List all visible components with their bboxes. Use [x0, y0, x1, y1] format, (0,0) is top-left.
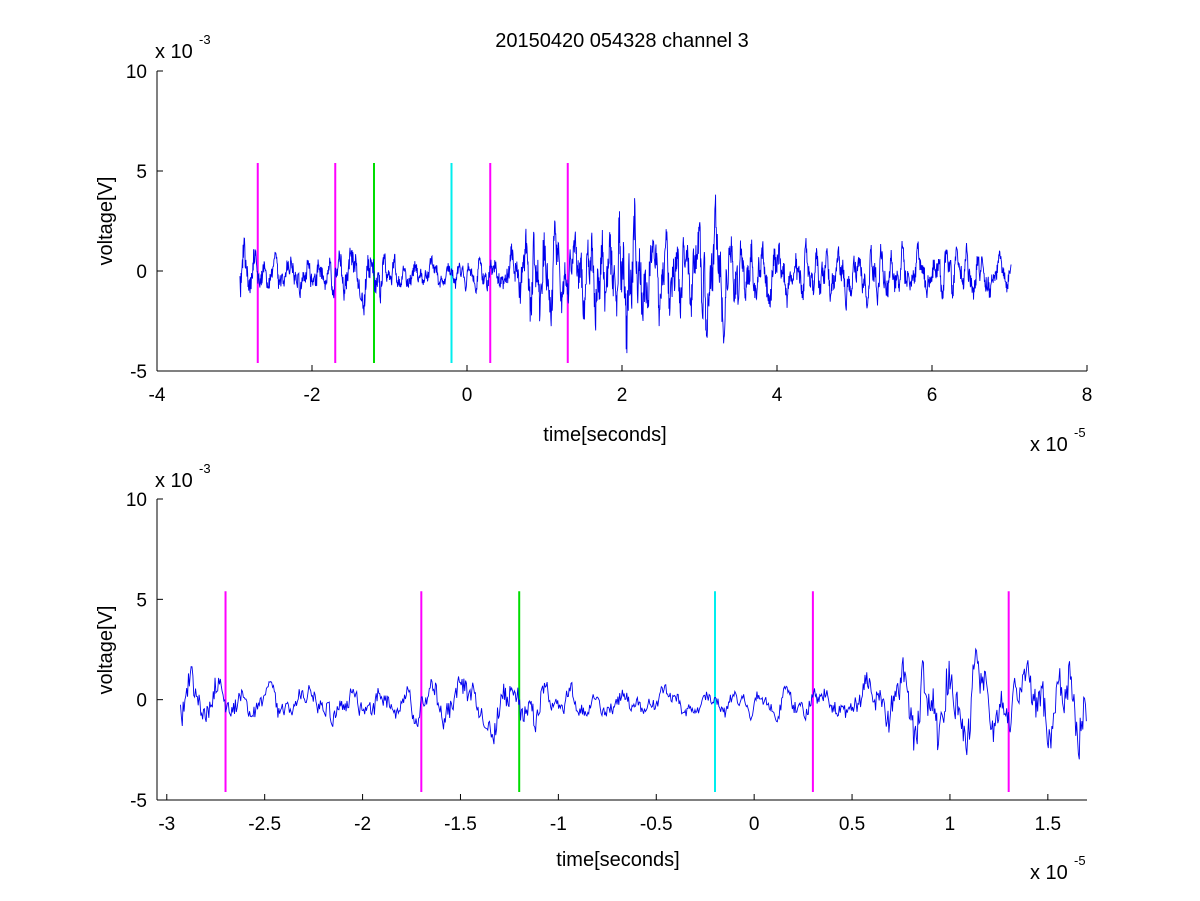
bottom-plot-x-tick-label: -2.5 [248, 814, 281, 835]
bottom-plot-area [157, 499, 1087, 800]
top-plot-y-tick-label: 5 [136, 162, 147, 183]
top-plot-area [157, 71, 1087, 371]
top-plot-title: 20150420 054328 channel 3 [495, 30, 749, 52]
top-plot-y-tick-label: 10 [126, 62, 147, 83]
top-plot-y-tick-label: -5 [130, 362, 147, 383]
top-plot-x-tick-label: 0 [462, 385, 473, 406]
bottom-plot-axis-box [156, 499, 1087, 801]
top-plot-y-axis-label: voltage[V] [95, 177, 117, 266]
bottom-plot-x-tick-label: 0 [749, 814, 760, 835]
top-plot-x-tick-label: -2 [304, 385, 321, 406]
top-plot-x-axis-label: time[seconds] [543, 424, 666, 446]
top-plot-x-tick-label: -4 [149, 385, 166, 406]
bottom-plot-x-tick-label: -1 [550, 814, 567, 835]
top-plot-x-tick-label: 6 [927, 385, 938, 406]
bottom-plot-x-exponent: -5 [1074, 853, 1086, 868]
top-plot: 20150420 054328 channel 3 -4 -2 0 2 4 6 8 -5 0 5 1… [95, 30, 1092, 456]
top-plot-axis-box [156, 71, 1088, 372]
top-plot-x-tick-label: 2 [617, 385, 628, 406]
bottom-plot-markers [224, 591, 1010, 792]
bottom-plot: -3 -2.5 -2 -1.5 -1 -0.5 0 0.5 1 1.5 -5 0 5 10 time[se… [95, 461, 1087, 884]
bottom-plot-y-tick-label: 5 [136, 590, 147, 611]
bottom-plot-y-tick-label: 0 [136, 691, 147, 712]
bottom-plot-ticks: -3 -2.5 -2 -1.5 -1 -0.5 0 0.5 1 1.5 -5 0 5 10 [126, 490, 1061, 835]
top-plot-y-multiplier: x 10 [155, 41, 193, 63]
top-plot-signal-line [239, 194, 1012, 354]
bottom-plot-x-tick-label: -3 [158, 814, 175, 835]
bottom-plot-x-tick-label: -2 [354, 814, 371, 835]
bottom-plot-x-tick-label: -0.5 [640, 814, 673, 835]
bottom-plot-x-axis-label: time[seconds] [556, 849, 679, 871]
bottom-plot-x-tick-label: 0.5 [839, 814, 865, 835]
bottom-plot-y-tick-label: 10 [126, 490, 147, 511]
bottom-plot-x-tick-label: 1 [945, 814, 956, 835]
top-plot-y-exponent: -3 [199, 32, 211, 47]
top-plot-x-tick-label: 4 [772, 385, 783, 406]
top-plot-x-tick-label: 8 [1082, 385, 1093, 406]
bottom-plot-y-axis-label: voltage[V] [95, 606, 117, 695]
top-plot-y-tick-label: 0 [136, 262, 147, 283]
bottom-plot-x-tick-label: -1.5 [444, 814, 477, 835]
bottom-plot-x-multiplier: x 10 [1030, 862, 1068, 884]
bottom-plot-y-exponent: -3 [199, 461, 211, 476]
bottom-plot-x-tick-label: 1.5 [1035, 814, 1061, 835]
top-plot-x-exponent: -5 [1074, 425, 1086, 440]
top-plot-x-multiplier: x 10 [1030, 434, 1068, 456]
bottom-plot-signal-line [180, 647, 1087, 760]
bottom-plot-y-multiplier: x 10 [155, 470, 193, 492]
bottom-plot-y-tick-label: -5 [130, 791, 147, 812]
